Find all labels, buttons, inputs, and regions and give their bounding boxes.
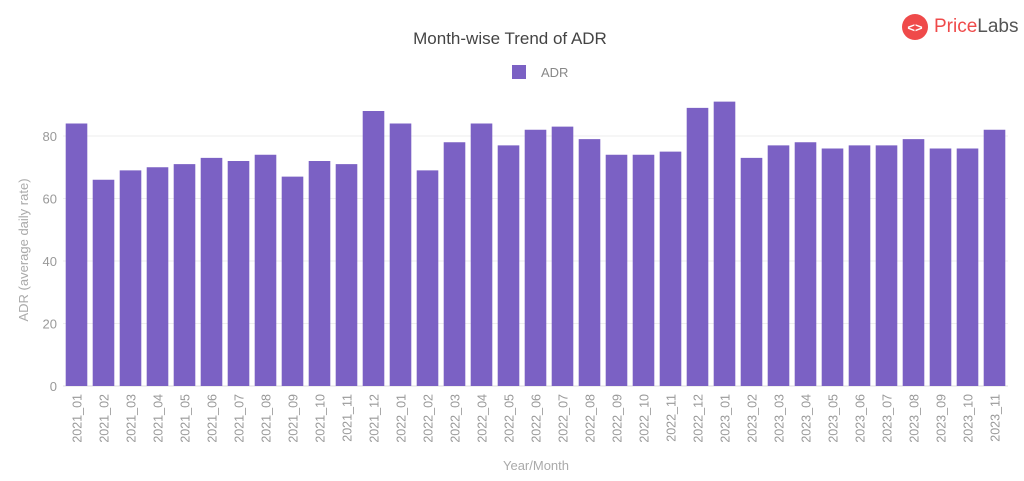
chart-title: Month-wise Trend of ADR <box>413 29 607 48</box>
x-tick-label: 2023_04 <box>800 394 814 443</box>
legend-label: ADR <box>541 65 568 80</box>
bar-2021_08 <box>254 154 277 386</box>
x-tick-label: 2023_03 <box>773 394 787 443</box>
bar-2022_05 <box>497 145 520 386</box>
logo-text-price: Price <box>934 16 978 37</box>
bar-2021_01 <box>65 123 88 386</box>
x-tick-label: 2023_02 <box>746 394 760 443</box>
x-tick-label: 2023_11 <box>989 394 1003 442</box>
x-tick-label: 2021_08 <box>260 394 274 443</box>
x-tick-label: 2022_04 <box>476 394 490 443</box>
bar-2022_07 <box>551 126 574 386</box>
x-tick-label: 2022_10 <box>638 394 652 443</box>
x-tick-label: 2023_01 <box>719 394 733 443</box>
x-tick-label: 2023_10 <box>962 394 976 443</box>
x-tick-label: 2023_07 <box>881 394 895 443</box>
x-tick-label: 2023_09 <box>935 394 949 443</box>
logo-text-labs: Labs <box>977 16 1019 37</box>
x-tick-label: 2022_05 <box>503 394 517 443</box>
bar-2023_10 <box>956 148 979 386</box>
bar-2022_08 <box>578 139 601 386</box>
bar-2021_07 <box>227 161 250 386</box>
bar-2023_07 <box>875 145 898 386</box>
bar-2022_03 <box>443 142 466 386</box>
bar-2022_06 <box>524 129 547 386</box>
x-tick-label: 2021_07 <box>233 394 247 443</box>
bar-2021_04 <box>146 167 169 386</box>
bar-2022_02 <box>416 170 439 386</box>
bar-2022_01 <box>389 123 412 386</box>
x-tick-label: 2021_02 <box>98 394 112 443</box>
x-tick-label: 2022_03 <box>449 394 463 443</box>
x-tick-label: 2022_07 <box>557 394 571 443</box>
x-tick-label: 2023_08 <box>908 394 922 443</box>
x-tick-label: 2022_11 <box>665 394 679 442</box>
y-axis-title: ADR (average daily rate) <box>16 178 31 321</box>
x-tick-label: 2022_06 <box>530 394 544 443</box>
x-tick-label: 2021_11 <box>341 394 355 442</box>
x-tick-label: 2023_06 <box>854 394 868 443</box>
bar-2022_10 <box>632 154 655 386</box>
bar-2021_11 <box>335 164 358 386</box>
y-tick-label: 60 <box>43 192 57 207</box>
x-tick-label: 2021_03 <box>125 394 139 443</box>
bar-2023_01 <box>713 101 736 386</box>
x-tick-label: 2022_12 <box>692 394 706 443</box>
bar-2022_09 <box>605 154 628 386</box>
bar-2023_09 <box>929 148 952 386</box>
bar-2023_05 <box>821 148 844 386</box>
bar-2023_06 <box>848 145 871 386</box>
pricelabs-logo: <> PriceLabs <box>902 14 1019 40</box>
x-tick-label: 2022_01 <box>395 394 409 443</box>
bar-2021_05 <box>173 164 196 386</box>
x-tick-label: 2021_09 <box>287 394 301 443</box>
x-tick-label: 2021_04 <box>152 394 166 443</box>
x-tick-label: 2022_02 <box>422 394 436 443</box>
bar-2021_03 <box>119 170 142 386</box>
bar-2023_08 <box>902 139 925 386</box>
x-axis-title: Year/Month <box>503 458 569 473</box>
bar-2022_11 <box>659 151 682 386</box>
x-tick-label: 2021_10 <box>314 394 328 443</box>
x-tick-label: 2021_12 <box>368 394 382 443</box>
bar-2021_02 <box>92 179 115 386</box>
x-tick-label: 2021_01 <box>71 394 85 443</box>
bar-2023_03 <box>767 145 790 386</box>
code-brackets-icon: <> <box>902 14 928 40</box>
bar-2023_02 <box>740 157 763 386</box>
y-tick-label: 20 <box>43 317 57 332</box>
x-tick-label: 2021_05 <box>179 394 193 443</box>
x-tick-label: 2022_08 <box>584 394 598 443</box>
bar-2021_10 <box>308 161 331 386</box>
bar-2021_12 <box>362 111 385 386</box>
bar-2021_09 <box>281 176 304 386</box>
x-tick-label: 2023_05 <box>827 394 841 443</box>
bar-2022_04 <box>470 123 493 386</box>
bar-2023_11 <box>983 129 1006 386</box>
y-tick-label: 0 <box>50 379 57 394</box>
x-tick-label: 2021_06 <box>206 394 220 443</box>
bar-2021_06 <box>200 157 223 386</box>
bar-2023_04 <box>794 142 817 386</box>
y-tick-label: 40 <box>43 254 57 269</box>
bar-2022_12 <box>686 107 709 386</box>
x-tick-label: 2022_09 <box>611 394 625 443</box>
legend-swatch <box>512 65 526 79</box>
y-tick-label: 80 <box>43 129 57 144</box>
